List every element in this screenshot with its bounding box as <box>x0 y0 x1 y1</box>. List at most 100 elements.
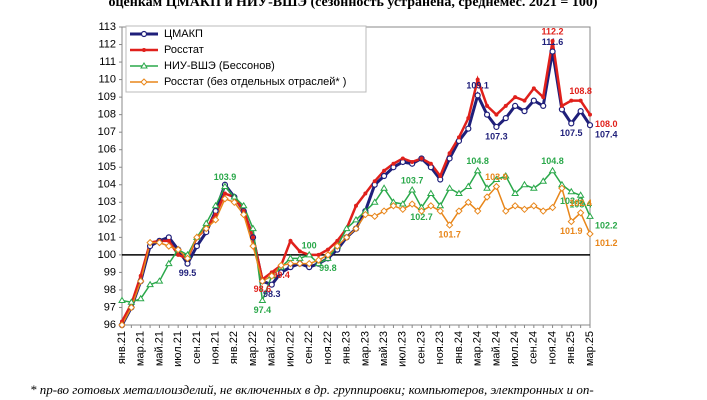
x-tick-label: июл.22 <box>284 331 296 367</box>
point <box>474 92 481 99</box>
point <box>588 112 592 117</box>
point <box>559 103 564 108</box>
x-tick-label: ноя.24 <box>546 331 558 364</box>
point <box>502 207 510 215</box>
point <box>165 242 173 250</box>
point <box>529 184 538 191</box>
y-tick-label: 106 <box>98 144 116 156</box>
point <box>494 112 499 117</box>
point <box>520 180 529 188</box>
point <box>371 212 379 221</box>
point <box>549 48 556 55</box>
point <box>567 217 575 226</box>
point <box>251 235 256 240</box>
y-tick-label: 100 <box>98 249 116 261</box>
point <box>417 207 426 215</box>
x-tick-label: янв.25 <box>565 331 577 364</box>
point <box>567 187 576 195</box>
point <box>473 166 482 174</box>
x-tick-label: сен.24 <box>528 331 540 364</box>
y-tick-label: 113 <box>98 21 116 33</box>
y-tick-label: 96 <box>104 319 116 331</box>
point <box>239 210 248 219</box>
point <box>183 254 192 263</box>
point <box>213 212 218 217</box>
point <box>342 224 351 232</box>
point <box>558 184 566 192</box>
x-tick-label: мар.22 <box>247 331 259 366</box>
point <box>483 111 491 118</box>
point <box>492 175 501 183</box>
point <box>268 281 275 288</box>
point <box>288 238 293 243</box>
x-tick-label: янв.24 <box>453 331 465 364</box>
x-tick-label: май.24 <box>490 331 502 366</box>
legend-label: Росстат (без отдельных отраслей* ) <box>164 76 346 88</box>
y-tick-label: 103 <box>98 196 116 208</box>
point <box>249 242 257 250</box>
footnote: * пр-во готовых металлоизделий, не включ… <box>30 382 594 397</box>
value-label: 108.8 <box>569 86 592 96</box>
value-label: 98.6 <box>254 284 272 294</box>
legend-box <box>125 25 367 93</box>
point <box>277 261 285 270</box>
point <box>408 186 417 193</box>
point <box>521 108 528 115</box>
point <box>127 303 136 312</box>
point <box>586 230 594 238</box>
point <box>221 195 229 203</box>
value-label: 103.9 <box>214 172 237 182</box>
point <box>569 98 574 103</box>
value-label: 99.8 <box>319 263 337 273</box>
point <box>380 184 388 191</box>
value-label: 107.3 <box>485 131 508 141</box>
x-tick-label: июл.24 <box>509 331 521 367</box>
point <box>512 102 519 109</box>
y-tick-label: 99 <box>104 266 116 278</box>
point <box>258 296 267 303</box>
x-tick-label: сен.22 <box>303 331 315 364</box>
point <box>372 179 377 184</box>
point <box>222 191 227 196</box>
y-tick-label: 98 <box>104 284 116 296</box>
point <box>211 201 220 209</box>
point <box>539 177 548 184</box>
point <box>502 115 509 122</box>
point <box>164 259 173 267</box>
value-label: 103.7 <box>401 175 424 185</box>
point <box>522 98 527 103</box>
point <box>436 207 444 215</box>
value-label: 103.4 <box>569 200 592 210</box>
value-label: 104.8 <box>466 156 489 166</box>
y-tick-label: 110 <box>98 73 116 85</box>
point <box>354 203 358 208</box>
point <box>485 103 490 108</box>
point <box>380 172 388 180</box>
point <box>455 189 463 197</box>
value-label: 97.4 <box>254 305 272 315</box>
value-label: 102.2 <box>595 221 618 231</box>
point <box>352 224 360 233</box>
point <box>530 202 538 210</box>
point <box>541 95 546 100</box>
point <box>155 277 164 284</box>
point <box>578 98 583 103</box>
y-tick-label: 104 <box>98 179 116 191</box>
point <box>586 122 594 129</box>
point <box>550 39 555 44</box>
point <box>333 242 341 250</box>
point <box>174 245 182 254</box>
point <box>278 269 285 276</box>
point <box>296 259 304 268</box>
point <box>483 184 491 191</box>
point <box>363 191 368 196</box>
legend-label: ЦМАКП <box>164 28 203 40</box>
x-tick-label: май.21 <box>153 331 165 366</box>
legend-label: Росстат <box>164 44 204 56</box>
x-tick-label: янв.22 <box>228 331 240 364</box>
point <box>427 202 435 210</box>
point <box>211 216 220 224</box>
point <box>324 251 332 259</box>
point <box>483 193 491 201</box>
